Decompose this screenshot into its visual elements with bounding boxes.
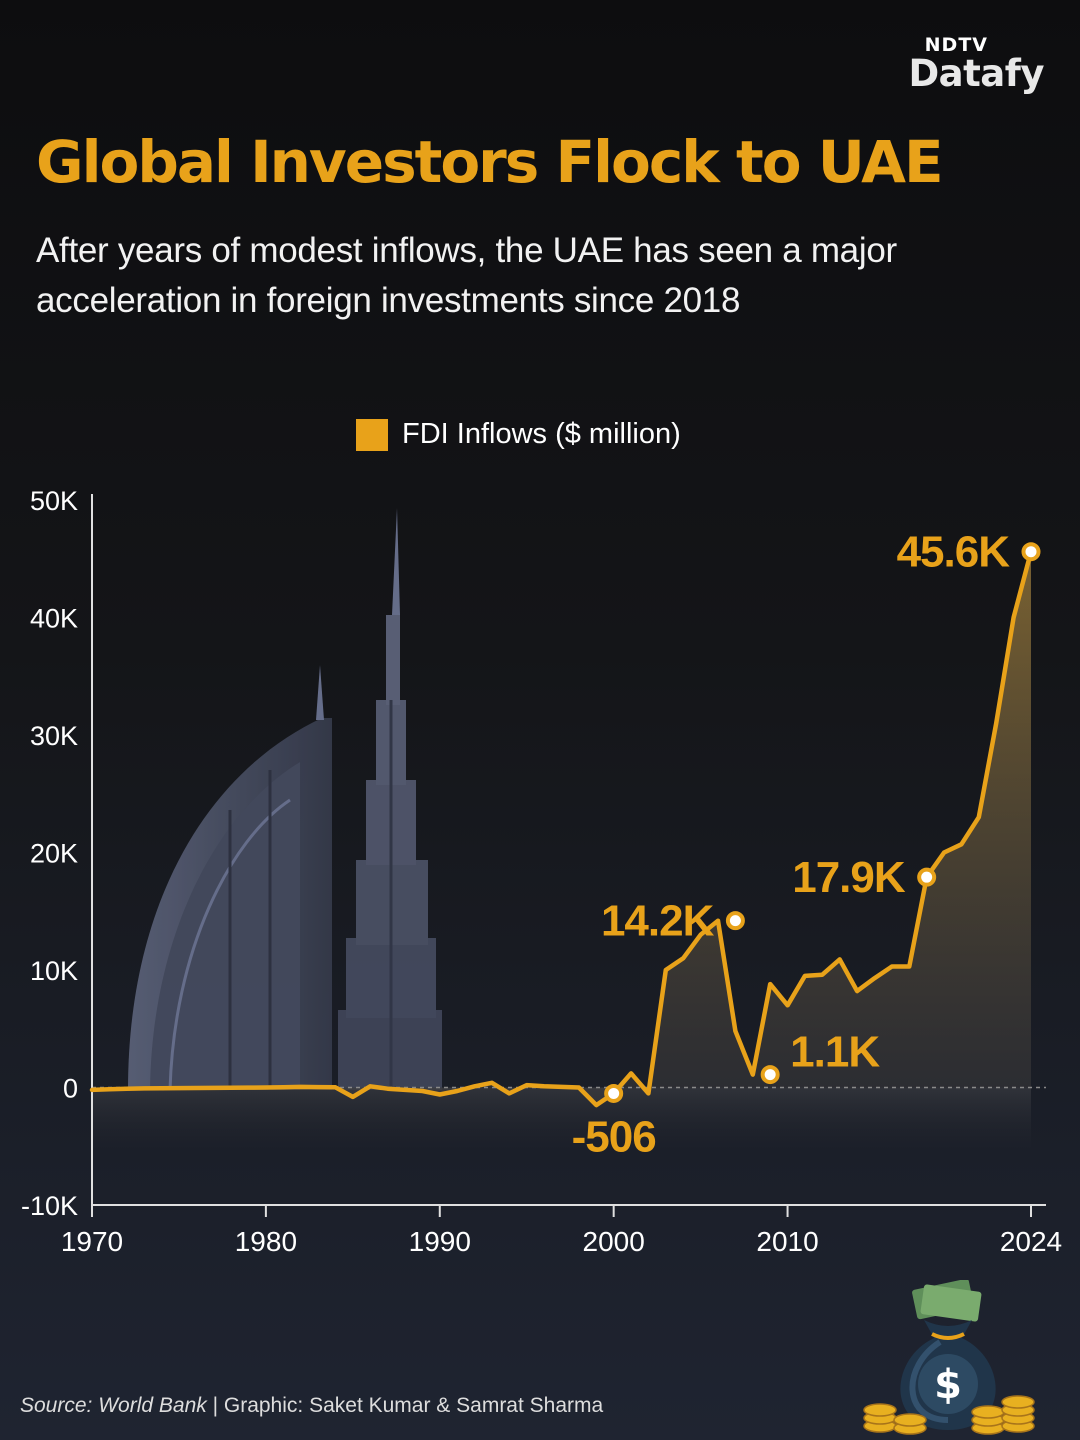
- y-tick-label: 10K: [30, 956, 78, 986]
- x-tick-label: 2024: [1000, 1226, 1062, 1257]
- graphic-credit: Graphic: Saket Kumar & Samrat Sharma: [223, 1394, 604, 1417]
- source-separator: |: [206, 1394, 224, 1417]
- data-point-marker: [917, 867, 937, 887]
- skyline-illustration: [128, 508, 442, 1091]
- page-subtitle: After years of modest inflows, the UAE h…: [36, 231, 897, 320]
- legend-swatch: [356, 418, 388, 451]
- area-fill: [92, 551, 1031, 1106]
- y-tick-label: 0: [63, 1074, 78, 1104]
- data-point-marker: [604, 1083, 624, 1103]
- y-tick-label: 30K: [30, 721, 78, 751]
- area-fill-negative: [92, 1087, 1031, 1148]
- svg-text:$: $: [934, 1362, 962, 1408]
- page-title: Global Investors Flock to UAE: [36, 128, 944, 196]
- x-tick-label: 1970: [61, 1226, 123, 1257]
- burj-al-arab-icon: [128, 665, 332, 1091]
- source-credit: Source: World Bank | Graphic: Saket Kuma…: [20, 1394, 603, 1418]
- brand-datafy: Datafy: [908, 52, 1044, 95]
- brand-logo: NDTV Datafy: [894, 34, 1044, 95]
- x-tick-label: 1980: [235, 1226, 297, 1257]
- coin-stack-icon: [863, 1395, 1035, 1435]
- burj-khalifa-icon: [338, 508, 442, 1090]
- money-bag-icon: $: [863, 1280, 1035, 1435]
- data-label: 14.2K: [601, 897, 715, 946]
- cash-notes-icon: [912, 1280, 982, 1322]
- chart-legend: FDI Inflows ($ million): [356, 418, 681, 451]
- x-tick-label: 2000: [583, 1226, 645, 1257]
- data-point-marker: [1021, 542, 1041, 562]
- x-tick-label: 2010: [756, 1226, 818, 1257]
- brand-ndtv: NDTV: [924, 34, 988, 56]
- x-tick-label: 1990: [409, 1226, 471, 1257]
- plot-area: -10K 0 10K 20K 30K 40K 50K 1970 1980 1990 2000 2010…: [21, 486, 1062, 1257]
- data-label: -506: [572, 1112, 656, 1161]
- fdi-chart: -10K 0 10K 20K 30K 40K 50K 1970 1980 1990 2000 2010…: [21, 486, 1062, 1257]
- data-label: 45.6K: [897, 528, 1011, 577]
- y-tick-label: 50K: [30, 486, 78, 516]
- legend-label: FDI Inflows ($ million): [402, 418, 681, 450]
- data-point-marker: [760, 1065, 780, 1085]
- y-tick-label: 40K: [30, 604, 78, 634]
- y-tick-label: 20K: [30, 839, 78, 869]
- data-point-marker: [725, 911, 745, 931]
- data-label: 17.9K: [792, 853, 906, 902]
- y-tick-label: -10K: [21, 1191, 78, 1221]
- source-label: Source: World Bank: [20, 1394, 207, 1417]
- data-label: 1.1K: [790, 1028, 880, 1077]
- series-line: [89, 549, 1034, 1108]
